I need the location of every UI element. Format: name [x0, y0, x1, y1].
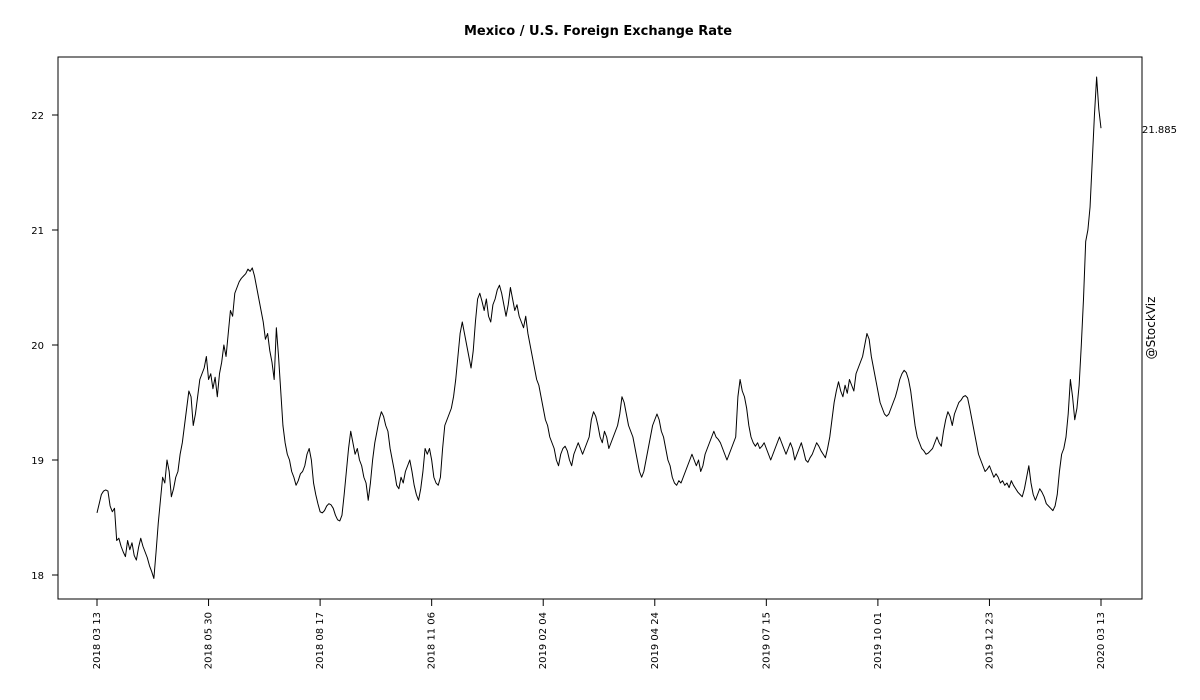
- chart-title: Mexico / U.S. Foreign Exchange Rate: [464, 24, 732, 39]
- x-tick-label: 2018 05 30: [204, 612, 215, 669]
- x-tick-label: 2019 12 23: [984, 612, 995, 669]
- x-tick-label: 2018 03 13: [92, 612, 103, 669]
- x-tick-label: 2018 08 17: [315, 612, 326, 669]
- y-axis: 18 19 20 21 22: [31, 111, 58, 582]
- y-tick-label: 22: [31, 111, 44, 122]
- y-tick-label: 19: [31, 456, 44, 467]
- x-tick-label: 2018 11 06: [427, 612, 438, 669]
- x-tick-label: 2019 07 15: [761, 612, 772, 669]
- x-axis: 2018 03 13 2018 05 30 2018 08 17 2018 11 06…: [92, 599, 1107, 669]
- series-layer: [96, 76, 1102, 579]
- watermark: @StockViz: [1144, 297, 1158, 360]
- x-tick-label: 2019 04 24: [650, 612, 661, 669]
- y-tick-label: 18: [31, 571, 44, 582]
- last-value-label: 21.885: [1142, 125, 1177, 136]
- y-tick-label: 20: [31, 341, 44, 352]
- series-line-usd-mxn: [96, 76, 1102, 579]
- y-tick-label: 21: [31, 226, 44, 237]
- x-tick-label: 2019 10 01: [873, 612, 884, 669]
- x-tick-label: 2020 03 13: [1096, 612, 1107, 669]
- x-tick-label: 2019 02 04: [538, 612, 549, 669]
- plot-frame: [57, 56, 1143, 600]
